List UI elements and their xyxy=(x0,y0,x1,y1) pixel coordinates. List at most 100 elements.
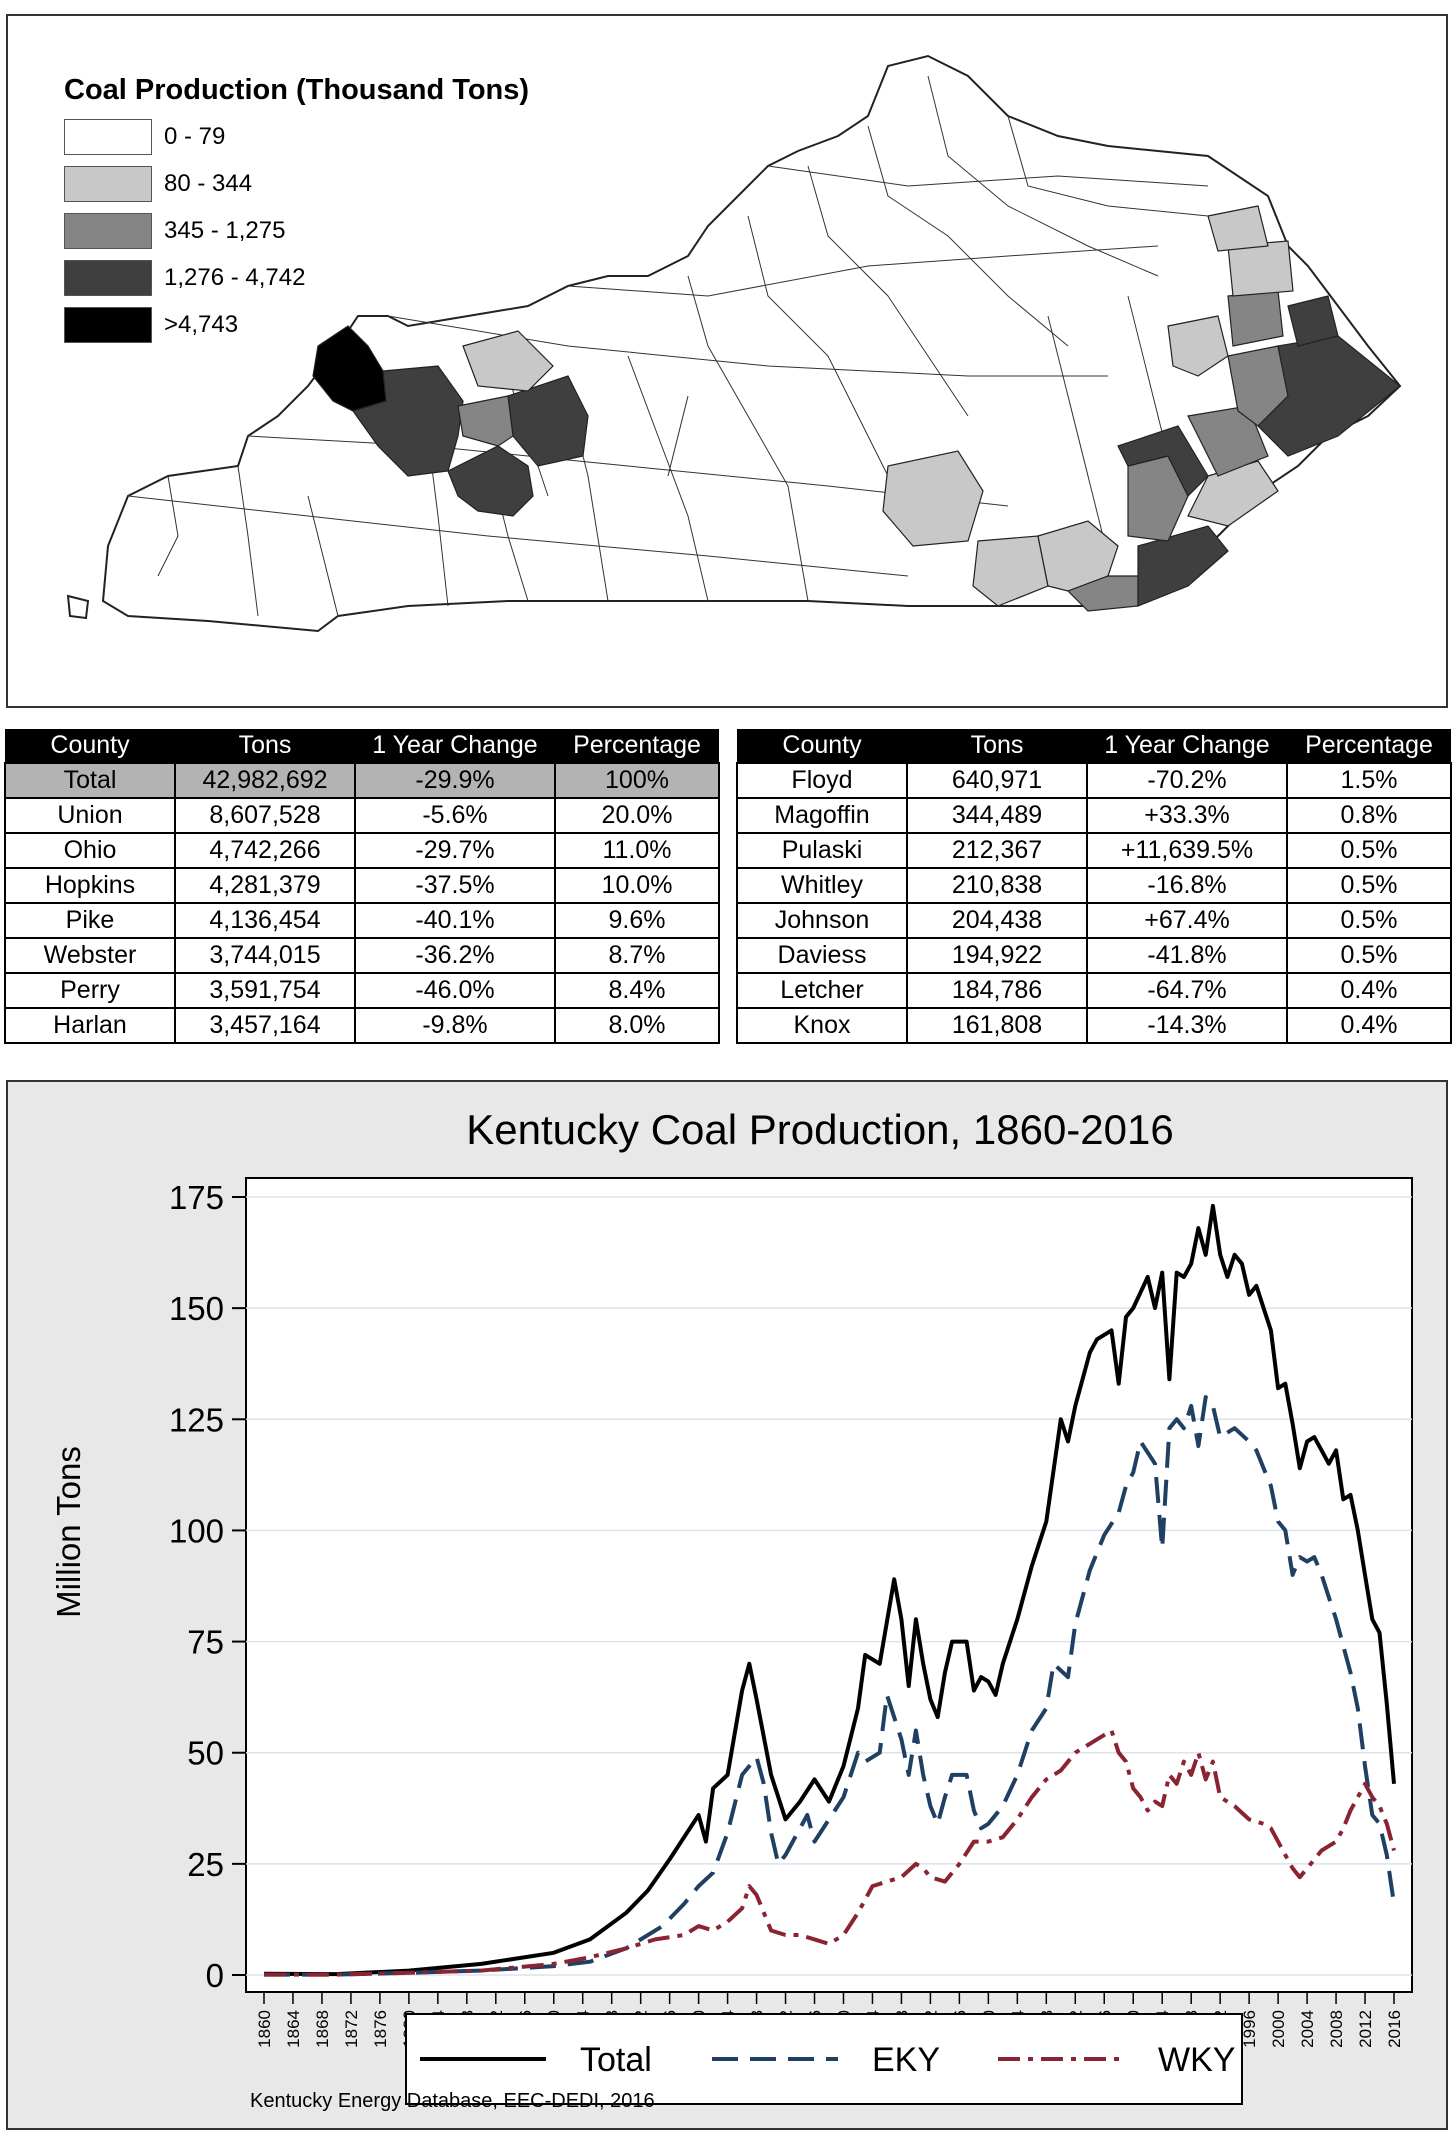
cell-tons: 3,744,015 xyxy=(174,937,356,974)
chart-title: Kentucky Coal Production, 1860-2016 xyxy=(466,1106,1173,1153)
table-header-row: County Tons 1 Year Change Percentage xyxy=(5,729,719,763)
header-change: 1 Year Change xyxy=(355,729,555,763)
cell-county: Perry xyxy=(4,972,176,1009)
county-hopkins xyxy=(447,445,534,517)
cell-tons: 212,367 xyxy=(906,832,1088,869)
county-carter xyxy=(1207,205,1269,252)
x-tick-label: 1868 xyxy=(313,2010,332,2048)
cell-county: Pulaski xyxy=(736,832,908,869)
cell-change: -14.3% xyxy=(1086,1007,1288,1044)
x-tick-label: 1996 xyxy=(1240,2010,1259,2048)
x-tick-label: 1864 xyxy=(284,2010,303,2048)
cell-tons: 3,591,754 xyxy=(174,972,356,1009)
header-percentage: Percentage xyxy=(555,729,719,763)
cell-change: +33.3% xyxy=(1086,797,1288,834)
header-county: County xyxy=(737,729,907,763)
legend-swatch xyxy=(64,260,152,296)
y-tick-label: 175 xyxy=(169,1179,224,1216)
cell-county: Ohio xyxy=(4,832,176,869)
legend-label: 1,276 - 4,742 xyxy=(164,264,306,291)
cell-change: -64.7% xyxy=(1086,972,1288,1009)
cell-tons: 640,971 xyxy=(906,762,1088,799)
cell-county: Hopkins xyxy=(4,867,176,904)
cell-tons: 8,607,528 xyxy=(174,797,356,834)
shaded-counties xyxy=(312,205,1401,612)
cell-county: Magoffin xyxy=(736,797,908,834)
cell-county: Pike xyxy=(4,902,176,939)
chart-panel: Kentucky Coal Production, 1860-2016 0 25 5… xyxy=(6,1080,1448,2130)
table-row: Letcher 184,786 -64.7% 0.4% xyxy=(736,972,1452,1009)
header-county: County xyxy=(5,729,175,763)
y-tick-label: 125 xyxy=(169,1401,224,1438)
cell-percentage: 8.0% xyxy=(554,1007,720,1044)
cell-change: -70.2% xyxy=(1086,762,1288,799)
y-tick-label: 50 xyxy=(187,1735,224,1772)
table-row: Johnson 204,438 +67.4% 0.5% xyxy=(736,902,1452,939)
cell-change: +11,639.5% xyxy=(1086,832,1288,869)
legend-label: >4,743 xyxy=(164,311,239,338)
map-panel: Coal Production (Thousand Tons) 0 - 79 8… xyxy=(6,14,1448,708)
table-header-row: County Tons 1 Year Change Percentage xyxy=(737,729,1451,763)
county-whitley xyxy=(972,535,1049,607)
table-row: Knox 161,808 -14.3% 0.4% xyxy=(736,1007,1452,1044)
legend-label-wky: WKY xyxy=(1158,2041,1235,2079)
cell-county: Whitley xyxy=(736,867,908,904)
map-legend-item: 0 - 79 xyxy=(64,119,225,155)
y-tick-label: 75 xyxy=(187,1624,224,1661)
cell-percentage: 20.0% xyxy=(554,797,720,834)
total-row: Total 42,982,692 -29.9% 100% xyxy=(4,762,720,799)
map-legend-item: >4,743 xyxy=(64,307,238,343)
series-layer xyxy=(263,1203,1396,1977)
map-legend-title: Coal Production (Thousand Tons) xyxy=(64,74,530,106)
county-pulaski xyxy=(882,450,984,547)
x-tick-label: 1872 xyxy=(342,2010,361,2048)
cell-percentage: 0.5% xyxy=(1286,867,1452,904)
table-row: Ohio 4,742,266 -29.7% 11.0% xyxy=(4,832,720,869)
cell-percentage: 100% xyxy=(554,762,720,799)
y-axis: 0 25 50 75 100 125 150 175 xyxy=(169,1179,246,1994)
table-row: Pulaski 212,367 +11,639.5% 0.5% xyxy=(736,832,1452,869)
legend-label: 345 - 1,275 xyxy=(164,217,286,244)
county-perry xyxy=(1117,425,1209,498)
county-johnson xyxy=(1227,290,1284,347)
legend-swatch xyxy=(64,119,152,155)
cell-county: Harlan xyxy=(4,1007,176,1044)
legend-label-eky: EKY xyxy=(872,2041,940,2079)
x-tick-label: 2004 xyxy=(1298,2010,1317,2048)
header-percentage: Percentage xyxy=(1287,729,1451,763)
county-table-left: County Tons 1 Year Change Percentage Tot… xyxy=(4,729,720,1044)
cell-county: Total xyxy=(4,762,176,799)
cell-percentage: 0.5% xyxy=(1286,832,1452,869)
chart-legend: Total EKY WKY xyxy=(420,2041,1235,2079)
table-row: Perry 3,591,754 -46.0% 8.4% xyxy=(4,972,720,1009)
cell-change: -36.2% xyxy=(354,937,556,974)
table-row: Union 8,607,528 -5.6% 20.0% xyxy=(4,797,720,834)
x-tick-label: 2012 xyxy=(1356,2010,1375,2048)
cell-percentage: 9.6% xyxy=(554,902,720,939)
cell-tons: 4,742,266 xyxy=(174,832,356,869)
table-body: Floyd 640,971 -70.2% 1.5% Magoffin 344,489 +33… xyxy=(736,762,1452,1044)
cell-change: -46.0% xyxy=(354,972,556,1009)
x-tick-label: 1860 xyxy=(255,2010,274,2048)
county-boundaries xyxy=(127,75,1209,617)
cell-county: Daviess xyxy=(736,937,908,974)
cell-change: -41.8% xyxy=(1086,937,1288,974)
county-mclean xyxy=(457,395,514,447)
legend-label-total: Total xyxy=(580,2041,652,2079)
cell-tons: 210,838 xyxy=(906,867,1088,904)
cell-percentage: 8.4% xyxy=(554,972,720,1009)
cell-change: -29.9% xyxy=(354,762,556,799)
legend-swatch xyxy=(64,166,152,202)
cell-county: Knox xyxy=(736,1007,908,1044)
cell-county: Webster xyxy=(4,937,176,974)
county-martin xyxy=(1287,295,1339,347)
y-tick-label: 0 xyxy=(206,1957,224,1994)
cell-tons: 3,457,164 xyxy=(174,1007,356,1044)
county-daviess xyxy=(462,330,554,392)
cell-tons: 4,281,379 xyxy=(174,867,356,904)
table-body: Total 42,982,692 -29.9% 100% Union 8,607,528-… xyxy=(4,762,720,1044)
cell-tons: 194,922 xyxy=(906,937,1088,974)
map-legend-item: 80 - 344 xyxy=(64,166,252,202)
cell-percentage: 0.4% xyxy=(1286,1007,1452,1044)
cell-county: Union xyxy=(4,797,176,834)
